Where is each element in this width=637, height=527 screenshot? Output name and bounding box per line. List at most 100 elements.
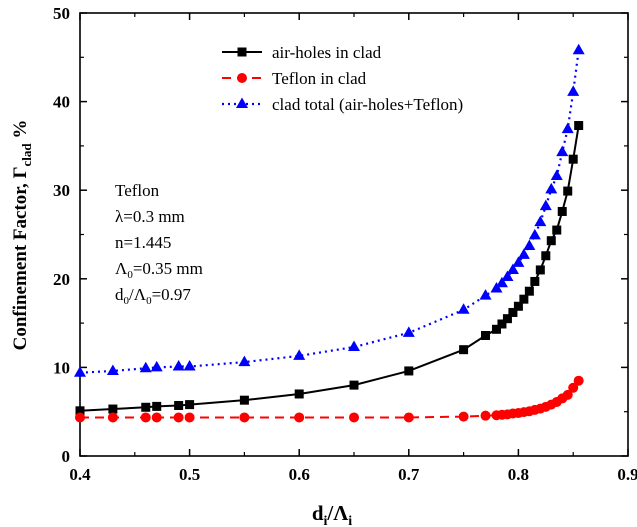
data-point [512, 256, 525, 267]
data-point [541, 251, 551, 261]
data-point [534, 215, 547, 227]
annotation-line-4: Λ0=0.35 mm [115, 259, 203, 281]
x-tick-label: 0.7 [398, 465, 420, 484]
legend-label-clad-total: clad total (air-holes+Teflon) [272, 95, 463, 114]
data-point [75, 412, 85, 423]
y-tick-label: 0 [62, 447, 71, 466]
data-point [459, 345, 469, 355]
data-point [458, 411, 469, 422]
data-point [402, 326, 415, 337]
data-point [139, 361, 152, 373]
data-point [140, 412, 151, 423]
y-tick-label: 10 [53, 358, 70, 377]
x-axis-label: di/Λi [312, 501, 352, 527]
data-point [74, 366, 86, 377]
data-point [184, 412, 195, 423]
data-point [572, 43, 585, 55]
annotation-d0-sub: 0 [124, 295, 130, 307]
data-point [573, 375, 584, 386]
y-tick-label: 20 [53, 270, 70, 289]
data-point [75, 406, 85, 416]
data-point [528, 228, 541, 240]
data-point [348, 340, 360, 352]
data-point [519, 294, 529, 304]
legend-label-air-holes: air-holes in clad [272, 43, 382, 62]
annotation-lambda0-value: =0.35 mm [133, 259, 203, 278]
data-point [403, 412, 414, 423]
data-point [173, 412, 184, 423]
annotation-line-5: d0/Λ0=0.97 [115, 285, 191, 307]
x-tick-label: 0.8 [508, 465, 529, 484]
x-tick-label: 0.4 [69, 465, 91, 484]
data-point [562, 389, 573, 400]
annotation-line-3: n=1.445 [115, 233, 171, 252]
data-point [513, 301, 523, 311]
data-point [349, 380, 359, 390]
legend-marker-clad-total [236, 97, 248, 108]
y-axis-label: Confinement Factor, Γclad % [10, 120, 34, 351]
data-point [561, 122, 574, 134]
data-point [141, 402, 151, 412]
data-point [550, 169, 563, 181]
data-point [185, 400, 195, 410]
annotation: Teflon λ=0.3 mm n=1.445 Λ0=0.35 mm d0/Λ0… [115, 181, 203, 307]
data-point [239, 395, 249, 405]
data-point [530, 276, 540, 286]
annotation-ratio-lambda-sub: 0 [146, 295, 152, 307]
data-point [524, 286, 534, 296]
data-point [150, 360, 163, 372]
data-point [479, 289, 492, 300]
y-axis-label-unit: % [10, 120, 31, 144]
series-line [79, 50, 580, 374]
x-axis-label-sub2: i [348, 514, 352, 527]
data-point [108, 404, 118, 414]
y-tick-label: 40 [53, 93, 70, 112]
data-point [491, 324, 501, 334]
data-point [106, 364, 119, 375]
data-point [502, 314, 512, 324]
y-tick-label: 30 [53, 181, 70, 200]
data-point [568, 382, 579, 393]
axes: 0.4 0.5 0.6 0.7 0.8 0.9 0 10 20 30 40 50 [53, 4, 637, 484]
series-teflon-in-clad [75, 375, 584, 423]
data-point [574, 121, 584, 131]
data-point [535, 265, 545, 275]
legend: air-holes in clad Teflon in clad clad to… [222, 43, 463, 114]
x-axis-label-sub1: i [324, 514, 328, 527]
legend-label-teflon: Teflon in clad [272, 69, 367, 88]
data-point [294, 412, 305, 423]
data-point [497, 319, 507, 329]
data-point [506, 263, 519, 274]
annotation-lambda0: Λ [115, 259, 128, 278]
data-point [495, 276, 508, 288]
annotation-lambda0-sub: 0 [127, 269, 133, 281]
series-layer [74, 43, 585, 423]
data-point [107, 412, 118, 423]
annotation-d0: d [115, 285, 124, 304]
data-point [481, 331, 491, 341]
data-point [567, 85, 580, 96]
x-tick-label: 0.9 [617, 465, 637, 484]
data-point [480, 410, 491, 421]
annotation-line-2: λ=0.3 mm [115, 207, 185, 226]
data-point [151, 412, 162, 423]
data-point [508, 307, 518, 317]
data-point [517, 248, 530, 259]
series-air-holes-in-clad [75, 121, 584, 416]
x-tick-label: 0.6 [289, 465, 310, 484]
annotation-ratio-value: =0.97 [152, 285, 192, 304]
y-axis-label-sub: clad [19, 143, 34, 167]
data-point [501, 270, 514, 282]
data-point [404, 366, 414, 376]
data-point [490, 282, 503, 293]
y-tick-label: 50 [53, 4, 70, 23]
data-point [239, 412, 250, 423]
data-point [539, 199, 552, 211]
x-tick-label: 0.5 [179, 465, 200, 484]
data-point [563, 186, 573, 196]
data-point [552, 225, 562, 235]
annotation-line-1: Teflon [115, 181, 160, 200]
series-clad-total-air-holes-teflon [74, 43, 585, 377]
annotation-ratio-lambda: /Λ [129, 285, 147, 304]
